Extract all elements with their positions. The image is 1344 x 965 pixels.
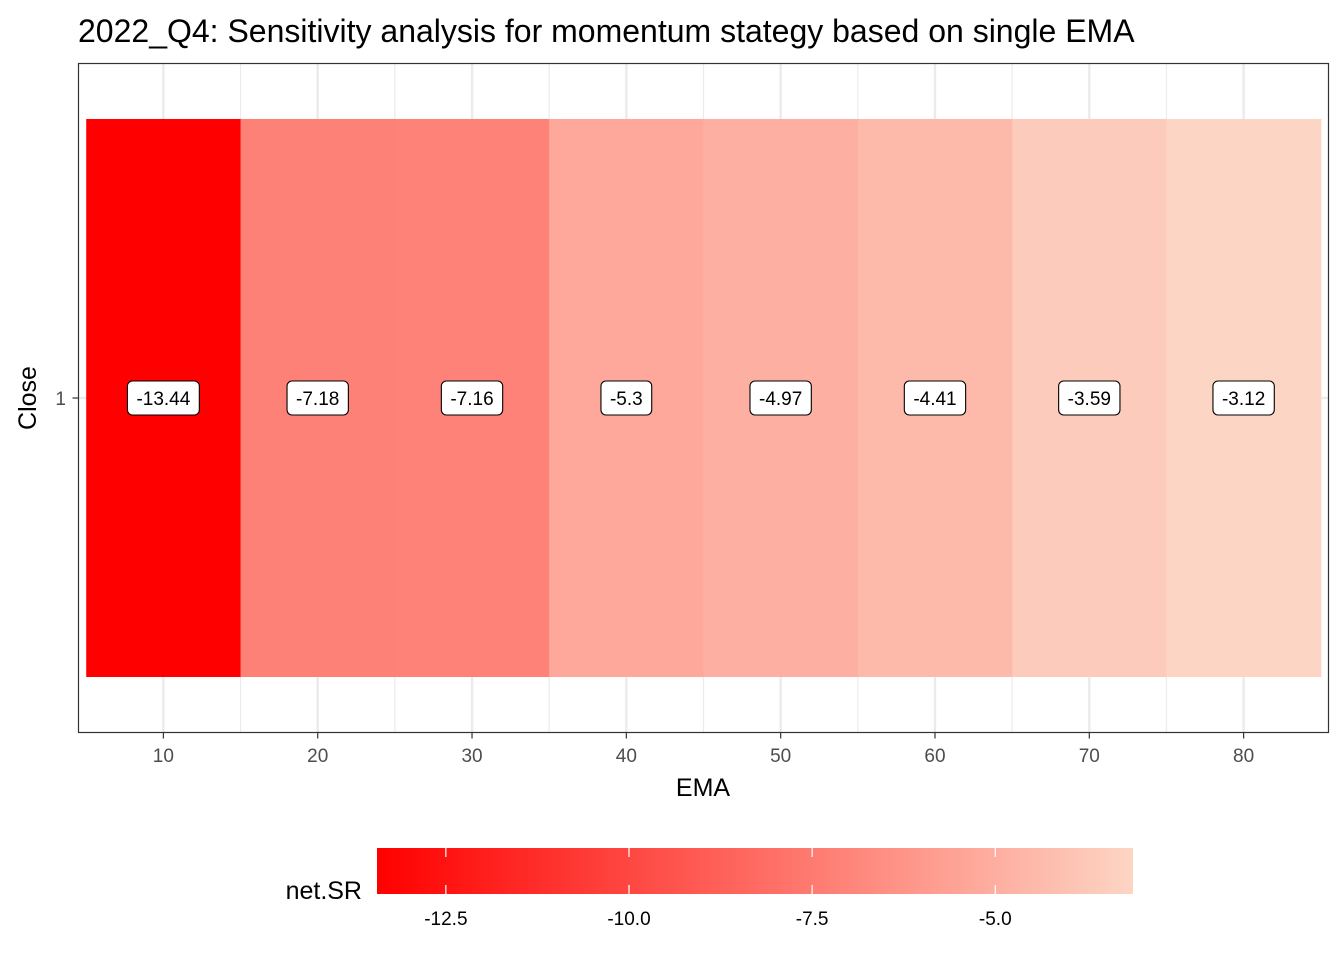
value-label-text: -13.44: [136, 389, 190, 410]
value-label-box: [286, 380, 349, 416]
value-label: -13.44: [126, 380, 200, 416]
x-tick-label: 40: [616, 746, 637, 767]
y-axis: 1: [55, 389, 79, 410]
x-tick-label: 70: [1079, 746, 1100, 767]
value-label: -3.59: [1058, 380, 1121, 416]
value-label: -3.12: [1212, 380, 1275, 416]
value-label-text: -7.18: [296, 389, 339, 410]
value-label-text: -4.97: [759, 389, 802, 410]
x-tick-label: 80: [1233, 746, 1254, 767]
value-label-text: -4.41: [913, 389, 956, 410]
legend-tick-label: -12.5: [424, 909, 467, 930]
value-label: -5.3: [600, 380, 653, 416]
y-tick-label: 1: [55, 389, 66, 410]
value-label-box: [126, 380, 200, 416]
value-label: -4.41: [903, 380, 967, 416]
value-label-text: -3.59: [1068, 389, 1111, 410]
value-label: -7.18: [286, 380, 349, 416]
legend-tick-label: -10.0: [607, 909, 650, 930]
value-label-text: -3.12: [1222, 389, 1265, 410]
x-tick-label: 20: [307, 746, 328, 767]
legend-tick-label: -5.0: [979, 909, 1012, 930]
value-label: -7.16: [440, 380, 504, 416]
value-label-box: [440, 380, 504, 416]
x-tick-label: 10: [153, 746, 174, 767]
x-axis: 10 20 30 40 50 60 70 80: [153, 732, 1254, 767]
value-label: -4.97: [749, 380, 812, 416]
value-label-text: -7.16: [450, 389, 493, 410]
legend-colorbar: [377, 848, 1133, 894]
x-tick-label: 60: [924, 746, 945, 767]
value-label-text: -5.3: [610, 389, 643, 410]
legend-tick-label: -7.5: [796, 909, 829, 930]
value-label-box: [600, 380, 653, 416]
value-label-box: [1058, 380, 1121, 416]
x-axis-title: EMA: [676, 774, 731, 802]
y-axis-title: Close: [14, 366, 42, 430]
x-tick-label: 30: [461, 746, 482, 767]
value-labels: -13.44 -7.18 -7.16 -5.3 -4.97 -4.41 -3.59 -3.12: [126, 380, 1275, 416]
value-label-box: [749, 380, 812, 416]
value-label-box: [1212, 380, 1275, 416]
value-label-box: [903, 380, 967, 416]
chart-title: 2022_Q4: Sensitivity analysis for moment…: [78, 13, 1135, 49]
x-tick-label: 50: [770, 746, 791, 767]
color-legend: net.SR -12.5 -10.0 -7.5 -5.0: [286, 848, 1133, 930]
legend-title: net.SR: [286, 877, 362, 905]
heatmap-tiles: [86, 119, 1322, 677]
